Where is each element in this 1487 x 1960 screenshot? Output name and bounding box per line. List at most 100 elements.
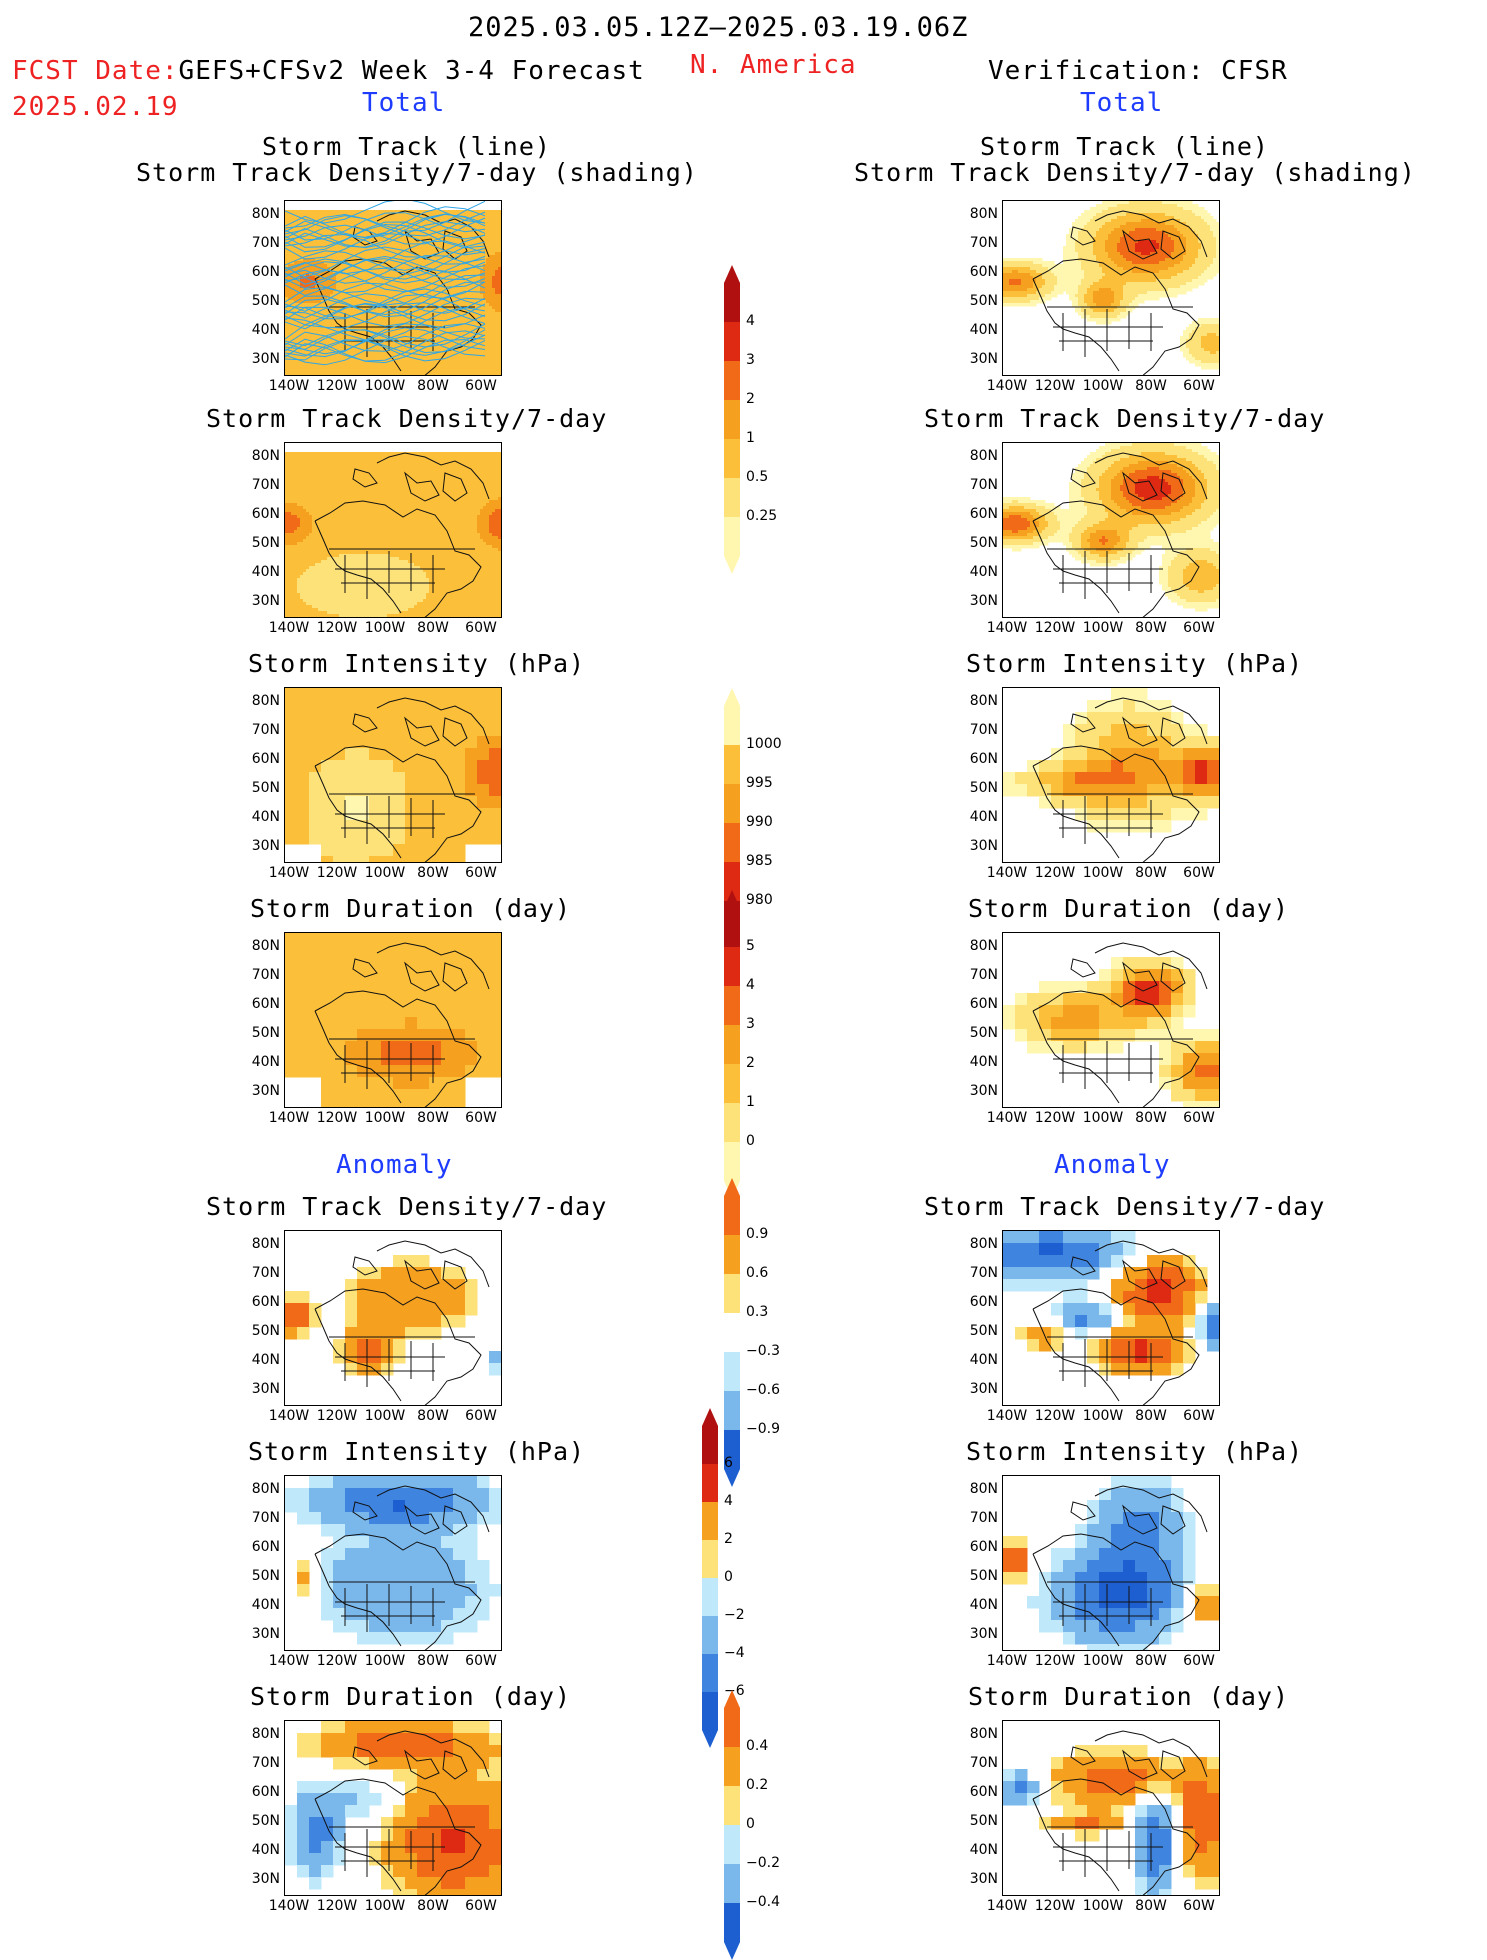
lon-label: 140W (986, 1898, 1028, 1914)
lat-label: 60N (251, 996, 280, 1012)
colorbar-label: 0.6 (746, 1265, 769, 1281)
map-field (1003, 688, 1219, 862)
colorbar-label: 1 (746, 430, 755, 446)
lon-label: 80W (1135, 865, 1167, 881)
colorbar-label: 0 (746, 1816, 755, 1832)
colorbar-label: 0.9 (746, 1226, 769, 1242)
lat-label: 50N (969, 780, 998, 796)
lon-label: 100W (1082, 865, 1124, 881)
colorbar-label: −0.6 (746, 1382, 780, 1398)
lat-label: 30N (251, 838, 280, 854)
lat-label: 50N (251, 1568, 280, 1584)
left-intensity-anom-panel (284, 1475, 502, 1651)
lat-label: 50N (251, 780, 280, 796)
left-density-panel (284, 442, 502, 618)
lon-label: 80W (1135, 378, 1167, 394)
colorbar-label: 4 (724, 1493, 733, 1509)
lon-label: 120W (316, 1110, 358, 1126)
map-field (285, 201, 501, 375)
lon-label: 140W (268, 1898, 310, 1914)
map-field (1003, 443, 1219, 617)
colorbar-label: 1000 (746, 736, 782, 752)
right-density-anom-panel (1002, 1230, 1220, 1406)
lat-label: 50N (251, 293, 280, 309)
right-track-line-title: Storm Track (line) (980, 132, 1269, 161)
lon-label: 100W (1082, 1898, 1124, 1914)
lat-label: 60N (969, 1784, 998, 1800)
lat-label: 70N (251, 477, 280, 493)
lat-label: 30N (969, 838, 998, 854)
left-track-shading-title: Storm Track Density/7-day (shading) (136, 158, 698, 187)
lon-label: 60W (1183, 620, 1215, 636)
lat-label: 40N (969, 1352, 998, 1368)
lat-label: 60N (969, 996, 998, 1012)
left-density-anom-panel (284, 1230, 502, 1406)
lat-label: 30N (969, 593, 998, 609)
colorbar-label: 0 (746, 1133, 755, 1149)
lat-label: 70N (251, 967, 280, 983)
lat-label: 70N (251, 1510, 280, 1526)
lat-label: 30N (251, 1083, 280, 1099)
left-density-title: Storm Track Density/7-day (206, 404, 608, 433)
map-field (285, 688, 501, 862)
colorbar-label: 3 (746, 1016, 755, 1032)
lat-label: 80N (251, 1236, 280, 1252)
lat-label: 60N (969, 264, 998, 280)
right-track-shading-title: Storm Track Density/7-day (shading) (854, 158, 1416, 187)
lat-label: 70N (969, 477, 998, 493)
lat-label: 30N (969, 1626, 998, 1642)
lon-label: 140W (986, 1653, 1028, 1669)
lat-label: 80N (251, 1726, 280, 1742)
lat-label: 40N (251, 1054, 280, 1070)
lat-label: 30N (969, 1871, 998, 1887)
lat-label: 70N (969, 1265, 998, 1281)
lon-label: 60W (1183, 865, 1215, 881)
lon-label: 80W (417, 865, 449, 881)
colorbar-label: 3 (746, 352, 755, 368)
lat-label: 40N (969, 322, 998, 338)
colorbar-label: 990 (746, 814, 773, 830)
right-intensity-anom-panel (1002, 1475, 1220, 1651)
lon-label: 100W (1082, 1653, 1124, 1669)
lon-label: 80W (1135, 1408, 1167, 1424)
colorbar-label: 0.3 (746, 1304, 769, 1320)
lat-label: 50N (969, 1323, 998, 1339)
lon-label: 80W (1135, 1110, 1167, 1126)
right-anomaly-label: Anomaly (1054, 1150, 1171, 1180)
lon-label: 120W (1034, 620, 1076, 636)
lon-label: 120W (316, 620, 358, 636)
lon-label: 140W (268, 1110, 310, 1126)
right-duration-panel (1002, 932, 1220, 1108)
lat-label: 80N (251, 693, 280, 709)
lon-label: 60W (465, 620, 497, 636)
lon-label: 120W (316, 865, 358, 881)
lon-label: 120W (316, 1653, 358, 1669)
lat-label: 60N (969, 506, 998, 522)
density-total-colorbar (724, 265, 740, 574)
duration-total-colorbar (724, 890, 740, 1199)
forecast-period-title: 2025.03.05.12Z–2025.03.19.06Z (468, 12, 969, 43)
colorbar-label: −0.4 (746, 1894, 780, 1910)
lon-label: 80W (417, 620, 449, 636)
right-density-anom-title: Storm Track Density/7-day (924, 1192, 1326, 1221)
lat-label: 60N (969, 1539, 998, 1555)
lon-label: 140W (986, 620, 1028, 636)
map-field (285, 1721, 501, 1895)
lat-label: 60N (251, 264, 280, 280)
lat-label: 60N (251, 751, 280, 767)
lat-label: 70N (969, 1755, 998, 1771)
lat-label: 60N (969, 751, 998, 767)
map-field (285, 933, 501, 1107)
lat-label: 80N (251, 1481, 280, 1497)
lon-label: 140W (986, 1110, 1028, 1126)
lat-label: 50N (251, 1323, 280, 1339)
lat-label: 50N (969, 535, 998, 551)
lat-label: 30N (251, 1381, 280, 1397)
lat-label: 40N (969, 1597, 998, 1613)
lon-label: 100W (364, 1408, 406, 1424)
lon-label: 140W (986, 865, 1028, 881)
map-field (285, 1240, 501, 1405)
lat-label: 50N (969, 293, 998, 309)
lat-label: 80N (251, 448, 280, 464)
lat-label: 30N (251, 351, 280, 367)
